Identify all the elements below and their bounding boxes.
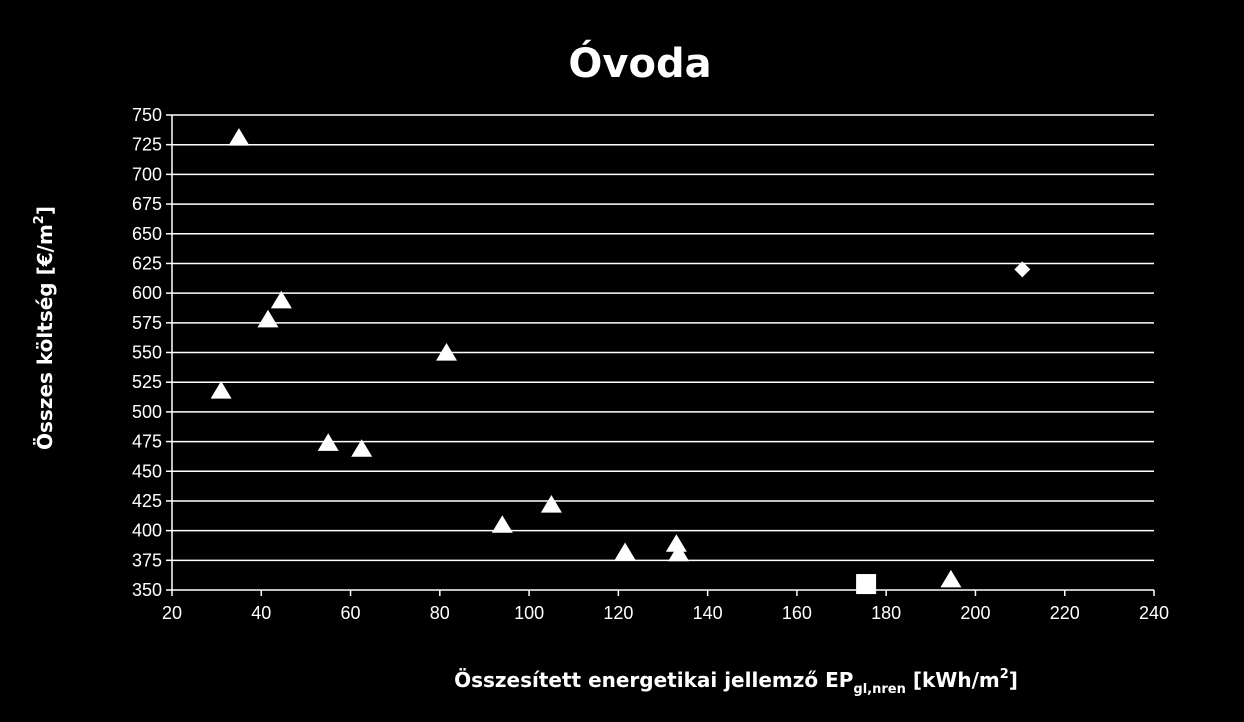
chart-title: Óvoda bbox=[568, 39, 711, 87]
y-tick-label-12: 650 bbox=[132, 224, 162, 244]
x-axis-label-close: ] bbox=[1009, 668, 1018, 692]
triangle-point-0-5 bbox=[351, 439, 373, 457]
y-tick-label-14: 700 bbox=[132, 164, 162, 184]
x-axis-label-subscript: gl,nren bbox=[853, 682, 905, 697]
y-tick-label-0: 350 bbox=[132, 580, 162, 600]
x-tick-label-11: 240 bbox=[1139, 603, 1169, 623]
x-tick-label-6: 140 bbox=[693, 603, 723, 623]
x-tick-labels: 20 40 60 80 100 120 140 160 180 200 220 240 bbox=[162, 590, 1169, 623]
triangle-point-0-0 bbox=[228, 128, 250, 146]
y-tick-label-10: 600 bbox=[132, 283, 162, 303]
y-tick-label-15: 725 bbox=[132, 135, 162, 155]
triangle-point-0-9 bbox=[614, 542, 636, 561]
y-tick-label-6: 500 bbox=[132, 402, 162, 422]
x-tick-label-7: 160 bbox=[782, 603, 812, 623]
y-tick-label-2: 400 bbox=[132, 521, 162, 541]
data-points bbox=[210, 128, 1031, 595]
grid-lines bbox=[172, 114, 1154, 562]
y-tick-label-9: 575 bbox=[132, 313, 162, 333]
y-tick-label-3: 425 bbox=[132, 491, 162, 511]
x-axis-label-unit-sup: 2 bbox=[1000, 667, 1009, 682]
y-tick-labels: 350 375 400 425 450 475 500 525 550 575 600 625 650 6… bbox=[132, 105, 172, 600]
y-tick-label-13: 675 bbox=[132, 194, 162, 214]
x-tick-label-8: 180 bbox=[871, 603, 901, 623]
y-tick-label-4: 450 bbox=[132, 461, 162, 481]
y-axis-label: Összes költség [€/m2] bbox=[32, 206, 57, 450]
y-tick-label-8: 550 bbox=[132, 343, 162, 363]
triangle-point-0-2 bbox=[257, 309, 279, 328]
triangle-point-0-4 bbox=[317, 433, 339, 451]
y-tick-label-5: 475 bbox=[132, 432, 162, 452]
x-axis-label: Összesített energetikai jellemző EPgl,nr… bbox=[454, 667, 1018, 697]
y-axis-label-close: ] bbox=[33, 206, 57, 215]
x-axis-label-main: Összesített energetikai jellemző EP bbox=[454, 668, 853, 692]
y-tick-label-11: 625 bbox=[132, 253, 162, 273]
x-tick-label-9: 200 bbox=[960, 603, 990, 623]
triangle-point-0-7 bbox=[491, 515, 513, 533]
x-tick-label-10: 220 bbox=[1050, 603, 1080, 623]
x-axis-label-unit: [kWh/m bbox=[906, 668, 1000, 692]
triangle-point-0-12 bbox=[940, 569, 962, 588]
triangle-point-0-11 bbox=[668, 543, 690, 562]
y-tick-label-1: 375 bbox=[132, 550, 162, 570]
triangle-point-0-8 bbox=[540, 495, 562, 513]
y-tick-label-7: 525 bbox=[132, 372, 162, 392]
triangle-point-0-3 bbox=[270, 290, 292, 309]
x-tick-label-1: 40 bbox=[251, 603, 271, 623]
triangle-point-0-6 bbox=[436, 343, 458, 361]
diamond-point-2-0 bbox=[1014, 261, 1031, 278]
x-tick-label-0: 20 bbox=[162, 603, 182, 623]
x-tick-label-4: 100 bbox=[514, 603, 544, 623]
x-tick-label-5: 120 bbox=[603, 603, 633, 623]
triangle-point-0-10 bbox=[665, 534, 687, 552]
x-tick-label-2: 60 bbox=[341, 603, 361, 623]
triangle-point-0-1 bbox=[210, 381, 232, 399]
y-tick-label-16: 750 bbox=[132, 105, 162, 125]
y-axis-label-sup: 2 bbox=[32, 215, 47, 224]
x-tick-label-3: 80 bbox=[430, 603, 450, 623]
y-axis-label-main: Összes költség [€/m bbox=[33, 224, 57, 450]
square-point-1-0 bbox=[856, 574, 877, 595]
